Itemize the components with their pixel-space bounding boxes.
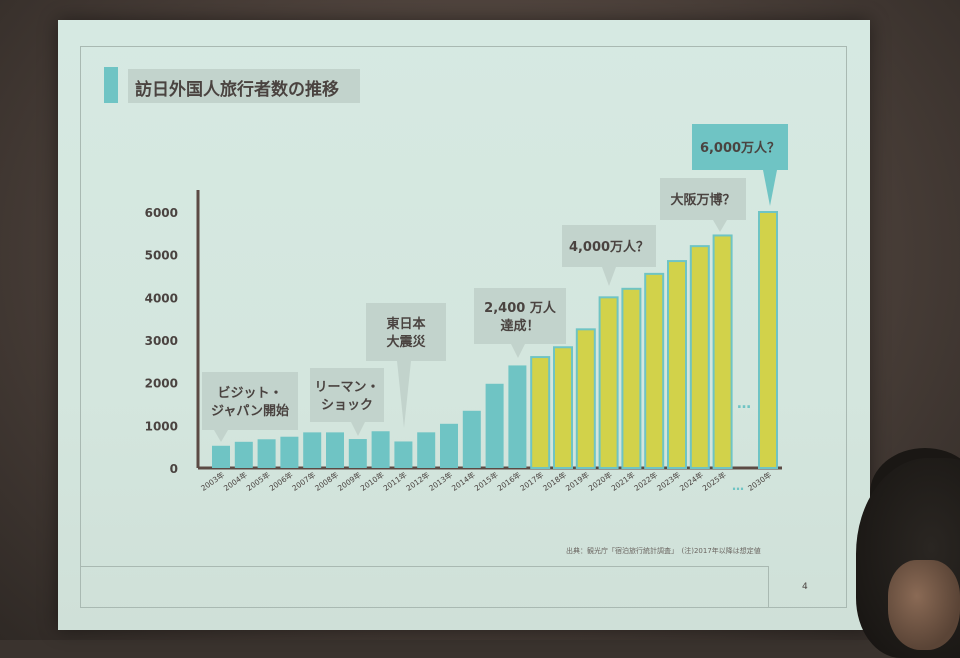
x-tick-label: 2004年 [221, 469, 249, 493]
x-tick-label: 2015年 [472, 469, 500, 493]
actual-bar [417, 432, 436, 468]
source-note: 出典：観光庁「宿泊旅行統計調査」 (注)2017年以降は想定値 [566, 547, 761, 555]
callout-label: 2,400 万人 [484, 300, 557, 316]
projected-bar [530, 356, 551, 470]
projected-bar [758, 211, 778, 469]
y-tick-label: 3000 [145, 334, 178, 348]
callout-label: 達成！ [500, 318, 539, 334]
callout-pointer [351, 422, 365, 436]
callout-box [310, 368, 384, 422]
callout-pointer [713, 220, 727, 232]
x-tick-label: 2009年 [335, 469, 363, 493]
callout-box [562, 225, 656, 267]
title-accent-bar [104, 67, 118, 103]
x-tick-label: 2014年 [449, 469, 477, 493]
y-tick-label: 1000 [145, 419, 178, 433]
actual-bar [303, 432, 322, 468]
callout-pointer [511, 344, 525, 358]
x-tick-label: 2007年 [290, 469, 318, 493]
slide-title: 訪日外国人旅行者数の推移 [135, 80, 339, 100]
x-tick-label: 2023年 [655, 469, 683, 493]
x-tick-label: 2016年 [495, 469, 523, 493]
callout-label: 4,000万人？ [569, 239, 649, 255]
callout-pointer [763, 170, 777, 206]
actual-bar [212, 445, 230, 468]
axis-ellipsis: … [732, 479, 744, 493]
actual-bar [280, 436, 299, 468]
y-tick-label: 4000 [145, 291, 178, 305]
callout-label: 大阪万博？ [670, 192, 735, 208]
title-background [128, 69, 360, 103]
actual-bar [326, 432, 344, 468]
callout-box [660, 178, 746, 220]
callout-label: 6,000万人？ [700, 140, 780, 156]
actual-bar [462, 410, 481, 468]
visitor-bar-chart: 0 1000 2000 3000 4000 5000 6000 2003年2004年2005年… [145, 124, 788, 493]
x-tick-label: 2025年 [700, 469, 728, 493]
x-tick-label: 2017年 [518, 469, 546, 493]
actual-bar [394, 441, 413, 468]
callout-box [366, 303, 446, 361]
projection-screen [58, 20, 870, 630]
x-tick-label: 2020年 [586, 469, 614, 493]
actual-bar [485, 383, 504, 468]
x-tick-label: 2005年 [244, 469, 272, 493]
callout-pointer [214, 430, 228, 442]
y-tick-label: 5000 [145, 249, 178, 263]
page-number: 4 [802, 582, 808, 592]
projected-bar [644, 272, 665, 469]
actual-bar [257, 439, 276, 468]
callout-label: 東日本 [386, 316, 425, 332]
y-tick-label: 0 [170, 462, 178, 476]
actual-bar [348, 439, 367, 468]
actual-bar [234, 441, 253, 468]
gap-ellipsis: … [737, 396, 751, 412]
x-tick-label: 2010年 [358, 469, 386, 493]
x-tick-label: 2012年 [404, 469, 432, 493]
audience-face [888, 560, 960, 650]
x-tick-label: 2003年 [199, 469, 227, 493]
y-tick-label: 2000 [145, 377, 178, 391]
x-tick-label: 2008年 [313, 469, 341, 493]
x-tick-label: 2022年 [632, 469, 660, 493]
callout-pointer [602, 267, 616, 286]
actual-bar [371, 431, 390, 468]
slide-frame [80, 46, 847, 608]
actual-bar [440, 423, 458, 468]
projected-bar [621, 287, 642, 469]
callout-label: ジャパン開始 [211, 403, 289, 419]
projected-bar [575, 328, 596, 470]
projected-bar [598, 296, 619, 470]
callout-box [202, 372, 298, 430]
callout-label: ビジット・ [217, 385, 282, 401]
callout-box [474, 288, 566, 344]
x-tick-label: 2019年 [563, 469, 591, 493]
callout-label: 大震災 [386, 334, 426, 350]
callout-label: ショック [321, 398, 373, 413]
x-tick-label: 2024年 [677, 469, 705, 493]
x-tick-label: 2013年 [427, 469, 455, 493]
projected-bar [553, 346, 573, 469]
projected-bar [667, 260, 687, 470]
callout-pointer [397, 361, 411, 428]
x-tick-label: 2021年 [609, 469, 637, 493]
actual-bar [508, 365, 527, 468]
slide-footer-box [80, 566, 769, 607]
projected-bar [712, 234, 733, 469]
x-tick-label: 2030年 [746, 469, 774, 493]
x-tick-label: 2011年 [381, 469, 409, 493]
y-tick-label: 6000 [145, 206, 178, 220]
callout-label: リーマン・ [314, 380, 379, 395]
callout-box [692, 124, 788, 170]
x-tick-label: 2006年 [267, 469, 295, 493]
projected-bar [689, 245, 710, 469]
x-tick-label: 2018年 [541, 469, 569, 493]
